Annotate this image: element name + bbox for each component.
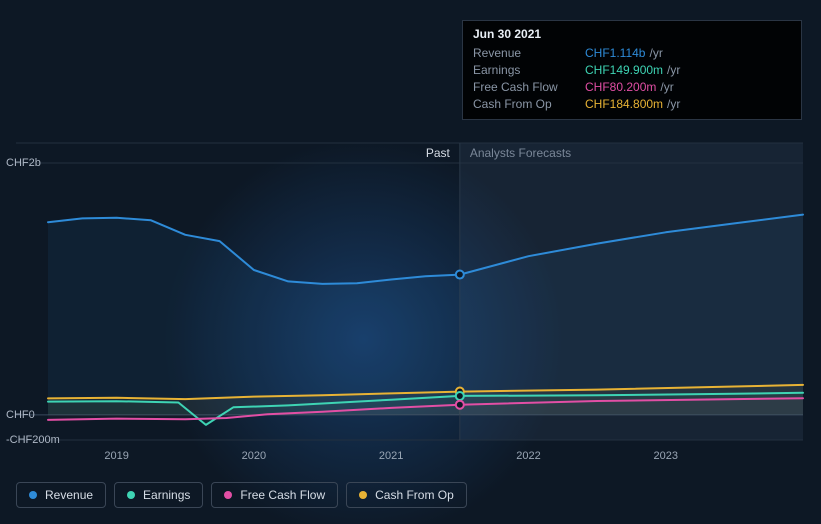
legend-item-earnings[interactable]: Earnings [114, 482, 203, 508]
tooltip-row-value: CHF1.114b [585, 46, 645, 60]
legend-item-label: Cash From Op [375, 488, 454, 502]
y-axis-label: -CHF200m [6, 434, 60, 446]
tooltip-row: Revenue CHF1.114b/yr [473, 45, 791, 62]
legend-item-fcf[interactable]: Free Cash Flow [211, 482, 338, 508]
x-axis-tick: 2020 [242, 450, 266, 462]
legend-dot-icon [127, 491, 135, 499]
tooltip-row-label: Cash From Op [473, 96, 573, 113]
x-axis-tick: 2023 [653, 450, 677, 462]
tooltip-row: Free Cash Flow CHF80.200m/yr [473, 79, 791, 96]
section-label-past: Past [426, 146, 450, 160]
tooltip-row-value: CHF184.800m [585, 97, 663, 111]
legend-dot-icon [29, 491, 37, 499]
tooltip-row-label: Earnings [473, 62, 573, 79]
chart-tooltip: Jun 30 2021 Revenue CHF1.114b/yr Earning… [462, 20, 802, 120]
legend-dot-icon [224, 491, 232, 499]
y-axis-label: CHF0 [6, 409, 35, 421]
tooltip-row-unit: /yr [667, 63, 680, 77]
tooltip-row-unit: /yr [667, 97, 680, 111]
legend-item-label: Free Cash Flow [240, 488, 325, 502]
legend-item-cash-from-op[interactable]: Cash From Op [346, 482, 467, 508]
legend-dot-icon [359, 491, 367, 499]
tooltip-row: Earnings CHF149.900m/yr [473, 62, 791, 79]
tooltip-row-label: Revenue [473, 45, 573, 62]
tooltip-row-unit: /yr [649, 46, 662, 60]
legend-item-label: Earnings [143, 488, 190, 502]
chart-container: CHF2b CHF0 -CHF200m Past Analysts Foreca… [0, 0, 821, 524]
section-label-forecast: Analysts Forecasts [470, 146, 571, 160]
x-axis-tick: 2022 [516, 450, 540, 462]
tooltip-row-value: CHF80.200m [585, 80, 656, 94]
tooltip-row: Cash From Op CHF184.800m/yr [473, 96, 791, 113]
tooltip-row-value: CHF149.900m [585, 63, 663, 77]
x-axis-tick: 2021 [379, 450, 403, 462]
y-axis-label: CHF2b [6, 157, 41, 169]
x-axis-tick: 2019 [104, 450, 128, 462]
tooltip-row-unit: /yr [660, 80, 673, 94]
tooltip-row-label: Free Cash Flow [473, 79, 573, 96]
legend-item-label: Revenue [45, 488, 93, 502]
tooltip-date: Jun 30 2021 [473, 27, 791, 41]
legend-item-revenue[interactable]: Revenue [16, 482, 106, 508]
legend: Revenue Earnings Free Cash Flow Cash Fro… [16, 482, 467, 508]
